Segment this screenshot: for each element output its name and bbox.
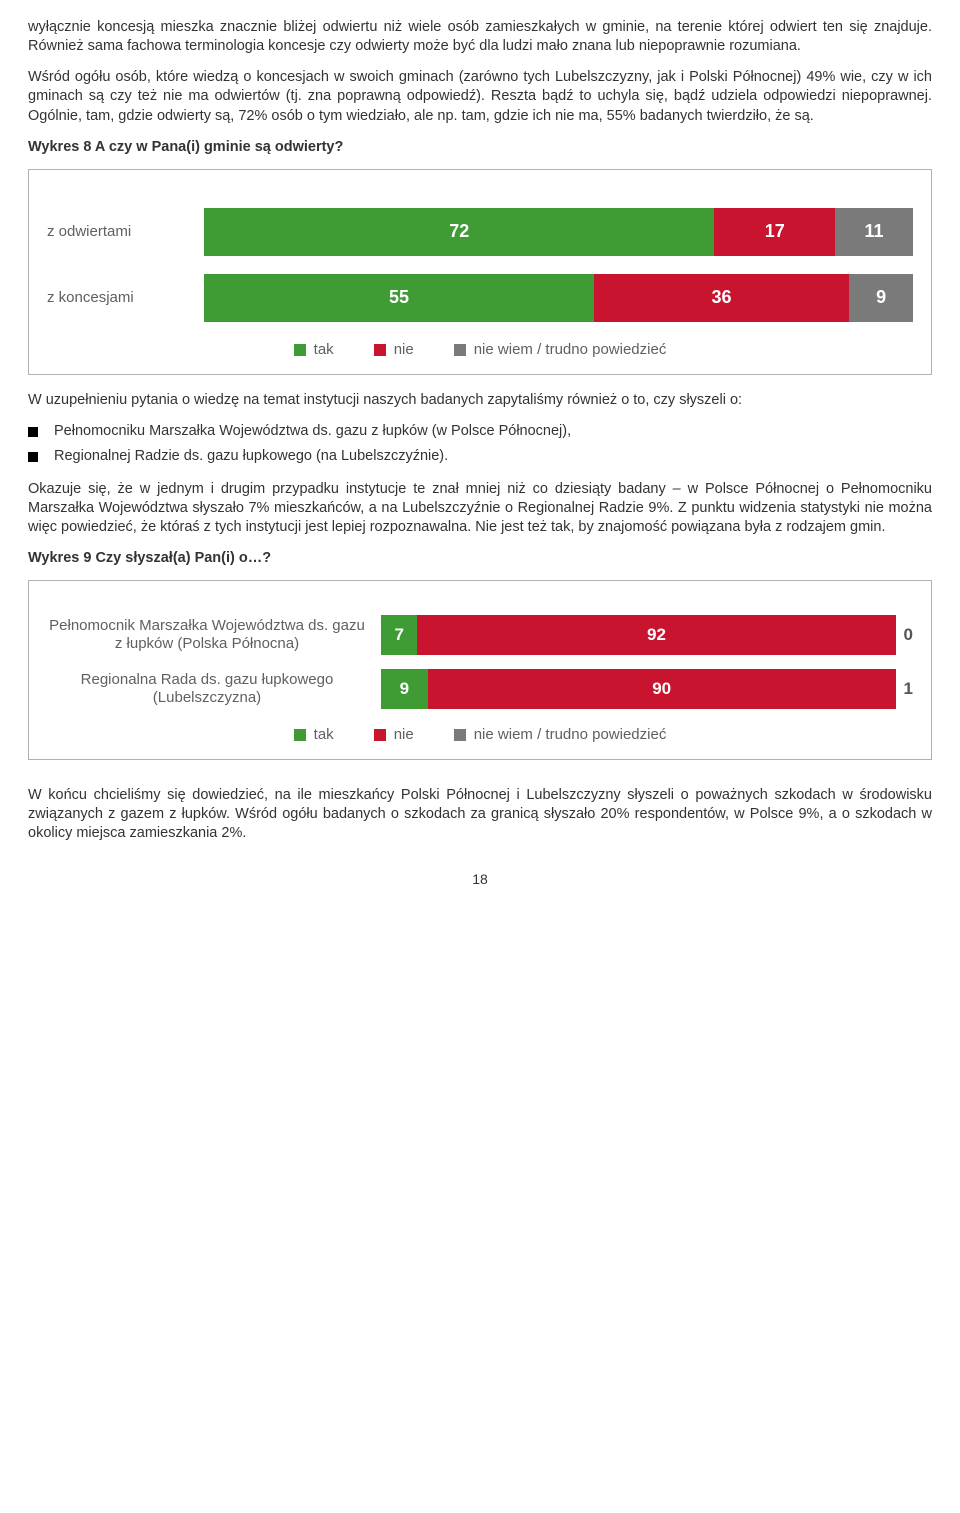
legend2-nie: nie xyxy=(374,725,414,745)
legend1-nie-label: nie xyxy=(394,340,414,360)
chart1-row1-track: 55 36 9 xyxy=(204,274,913,322)
swatch-green-icon xyxy=(294,344,306,356)
swatch-red-icon xyxy=(374,344,386,356)
legend2-tak: tak xyxy=(294,725,334,745)
legend1-tak: tak xyxy=(294,340,334,360)
chart2-legend: tak nie nie wiem / trudno powiedzieć xyxy=(47,725,913,745)
chart2-r1-seg-nie: 90 xyxy=(428,669,896,709)
legend2-nw-label: nie wiem / trudno powiedzieć xyxy=(474,725,667,745)
swatch-gray-icon xyxy=(454,729,466,741)
para-3: W uzupełnieniu pytania o wiedzę na temat… xyxy=(28,391,932,410)
legend1-tak-label: tak xyxy=(314,340,334,360)
bullet-list: Pełnomocniku Marszałka Województwa ds. g… xyxy=(28,422,932,466)
bullet-square-icon xyxy=(28,452,38,462)
para-5: W końcu chcieliśmy się dowiedzieć, na il… xyxy=(28,786,932,843)
chart2-r0-seg-tak: 7 xyxy=(381,615,417,655)
chart-1: z odwiertami 72 17 11 z koncesjami 55 36… xyxy=(28,169,932,375)
chart1-row1-label: z koncesjami xyxy=(47,288,204,308)
chart-2: Pełnomocnik Marszałka Województwa ds. ga… xyxy=(28,580,932,760)
chart1-row0-label: z odwiertami xyxy=(47,222,204,242)
chart1-title: Wykres 8 A czy w Pana(i) gminie są odwie… xyxy=(28,138,932,157)
swatch-red-icon xyxy=(374,729,386,741)
chart2-row1-label: Regionalna Rada ds. gazu łupkowego (Lube… xyxy=(47,671,381,709)
legend2-nie-label: nie xyxy=(394,725,414,745)
chart1-row-1: z koncesjami 55 36 9 xyxy=(47,274,913,322)
chart1-legend: tak nie nie wiem / trudno powiedzieć xyxy=(47,340,913,360)
chart1-r0-seg-nw: 11 xyxy=(835,208,913,256)
chart2-r0-seg-nie: 92 xyxy=(417,615,895,655)
chart2-r1-seg-tak: 9 xyxy=(381,669,428,709)
chart1-r1-seg-tak: 55 xyxy=(204,274,594,322)
chart1-r0-seg-tak: 72 xyxy=(204,208,714,256)
bullet-2-text: Regionalnej Radzie ds. gazu łupkowego (n… xyxy=(54,447,932,466)
legend2-nw: nie wiem / trudno powiedzieć xyxy=(454,725,667,745)
bullet-1-text: Pełnomocniku Marszałka Województwa ds. g… xyxy=(54,422,932,441)
legend1-nie: nie xyxy=(374,340,414,360)
chart2-row0-track: 7 92 0 xyxy=(381,615,913,655)
legend1-nw: nie wiem / trudno powiedzieć xyxy=(454,340,667,360)
para-4: Okazuje się, że w jednym i drugim przypa… xyxy=(28,480,932,537)
chart2-row-0: Pełnomocnik Marszałka Województwa ds. ga… xyxy=(47,615,913,655)
swatch-gray-icon xyxy=(454,344,466,356)
chart1-r1-seg-nie: 36 xyxy=(594,274,849,322)
chart2-row1-track: 9 90 1 xyxy=(381,669,913,709)
legend2-tak-label: tak xyxy=(314,725,334,745)
page-number: 18 xyxy=(28,870,932,888)
para-2: Wśród ogółu osób, które wiedzą o koncesj… xyxy=(28,68,932,125)
chart1-row-0: z odwiertami 72 17 11 xyxy=(47,208,913,256)
chart1-r0-seg-nie: 17 xyxy=(714,208,835,256)
chart2-title: Wykres 9 Czy słyszał(a) Pan(i) o…? xyxy=(28,549,932,568)
bullet-row-2: Regionalnej Radzie ds. gazu łupkowego (n… xyxy=(28,447,932,466)
chart2-row0-label: Pełnomocnik Marszałka Województwa ds. ga… xyxy=(47,617,381,655)
chart1-row0-track: 72 17 11 xyxy=(204,208,913,256)
bullet-square-icon xyxy=(28,427,38,437)
bullet-row-1: Pełnomocniku Marszałka Województwa ds. g… xyxy=(28,422,932,441)
legend1-nw-label: nie wiem / trudno powiedzieć xyxy=(474,340,667,360)
chart2-row-1: Regionalna Rada ds. gazu łupkowego (Lube… xyxy=(47,669,913,709)
para-1: wyłącznie koncesją mieszka znacznie bliż… xyxy=(28,18,932,56)
chart2-r0-end: 0 xyxy=(904,624,913,646)
swatch-green-icon xyxy=(294,729,306,741)
chart1-r1-seg-nw: 9 xyxy=(849,274,913,322)
chart2-r1-end: 1 xyxy=(904,678,913,700)
